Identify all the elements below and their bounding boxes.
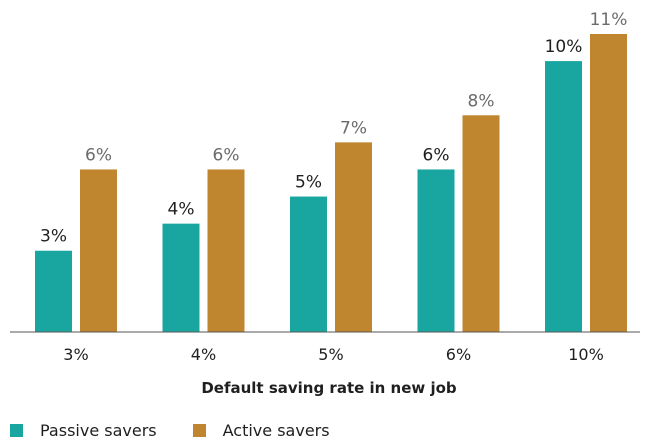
legend-item-passive: Passive savers xyxy=(10,421,157,440)
bar-active-1 xyxy=(207,169,245,332)
data-label-passive-1: 4% xyxy=(168,200,195,220)
data-label-passive-3: 6% xyxy=(423,145,450,165)
data-label-passive-4: 10% xyxy=(545,37,583,57)
x-tick-labels: 3% 4% 5% 6% 10% xyxy=(63,345,603,364)
value-labels-layer: 3% 6% 4% 6% 5% 7% 6% 8% 10% 11% xyxy=(40,10,627,247)
bar-active-0 xyxy=(80,169,117,332)
bar-active-2 xyxy=(335,142,372,332)
data-label-active-0: 6% xyxy=(85,145,112,165)
bar-active-4 xyxy=(590,34,627,332)
legend-swatch-passive xyxy=(10,423,23,437)
data-label-active-1: 6% xyxy=(213,145,240,165)
data-label-active-3: 8% xyxy=(468,91,495,111)
legend: Passive savers Active savers xyxy=(10,420,366,440)
bar-passive-4 xyxy=(545,61,582,332)
data-label-passive-0: 3% xyxy=(40,227,67,247)
x-axis-title: Default saving rate in new job xyxy=(201,379,457,397)
bar-active-3 xyxy=(462,115,500,332)
bar-passive-3 xyxy=(417,169,455,332)
data-label-active-4: 11% xyxy=(590,10,628,30)
data-label-active-2: 7% xyxy=(340,118,367,138)
x-tick-label-3: 6% xyxy=(446,345,471,364)
bar-passive-0 xyxy=(35,250,72,332)
legend-label-passive: Passive savers xyxy=(40,420,157,440)
legend-label-active: Active savers xyxy=(222,420,330,440)
bars-layer xyxy=(35,34,627,332)
x-tick-label-1: 4% xyxy=(191,345,216,364)
legend-swatch-active xyxy=(192,423,206,437)
x-tick-label-0: 3% xyxy=(63,345,88,364)
x-tick-label-4: 10% xyxy=(568,345,604,364)
data-label-passive-2: 5% xyxy=(295,173,322,193)
bar-passive-2 xyxy=(290,196,327,332)
bar-passive-1 xyxy=(162,223,200,332)
legend-item-active: Active savers xyxy=(192,420,330,440)
x-tick-label-2: 5% xyxy=(318,345,343,364)
